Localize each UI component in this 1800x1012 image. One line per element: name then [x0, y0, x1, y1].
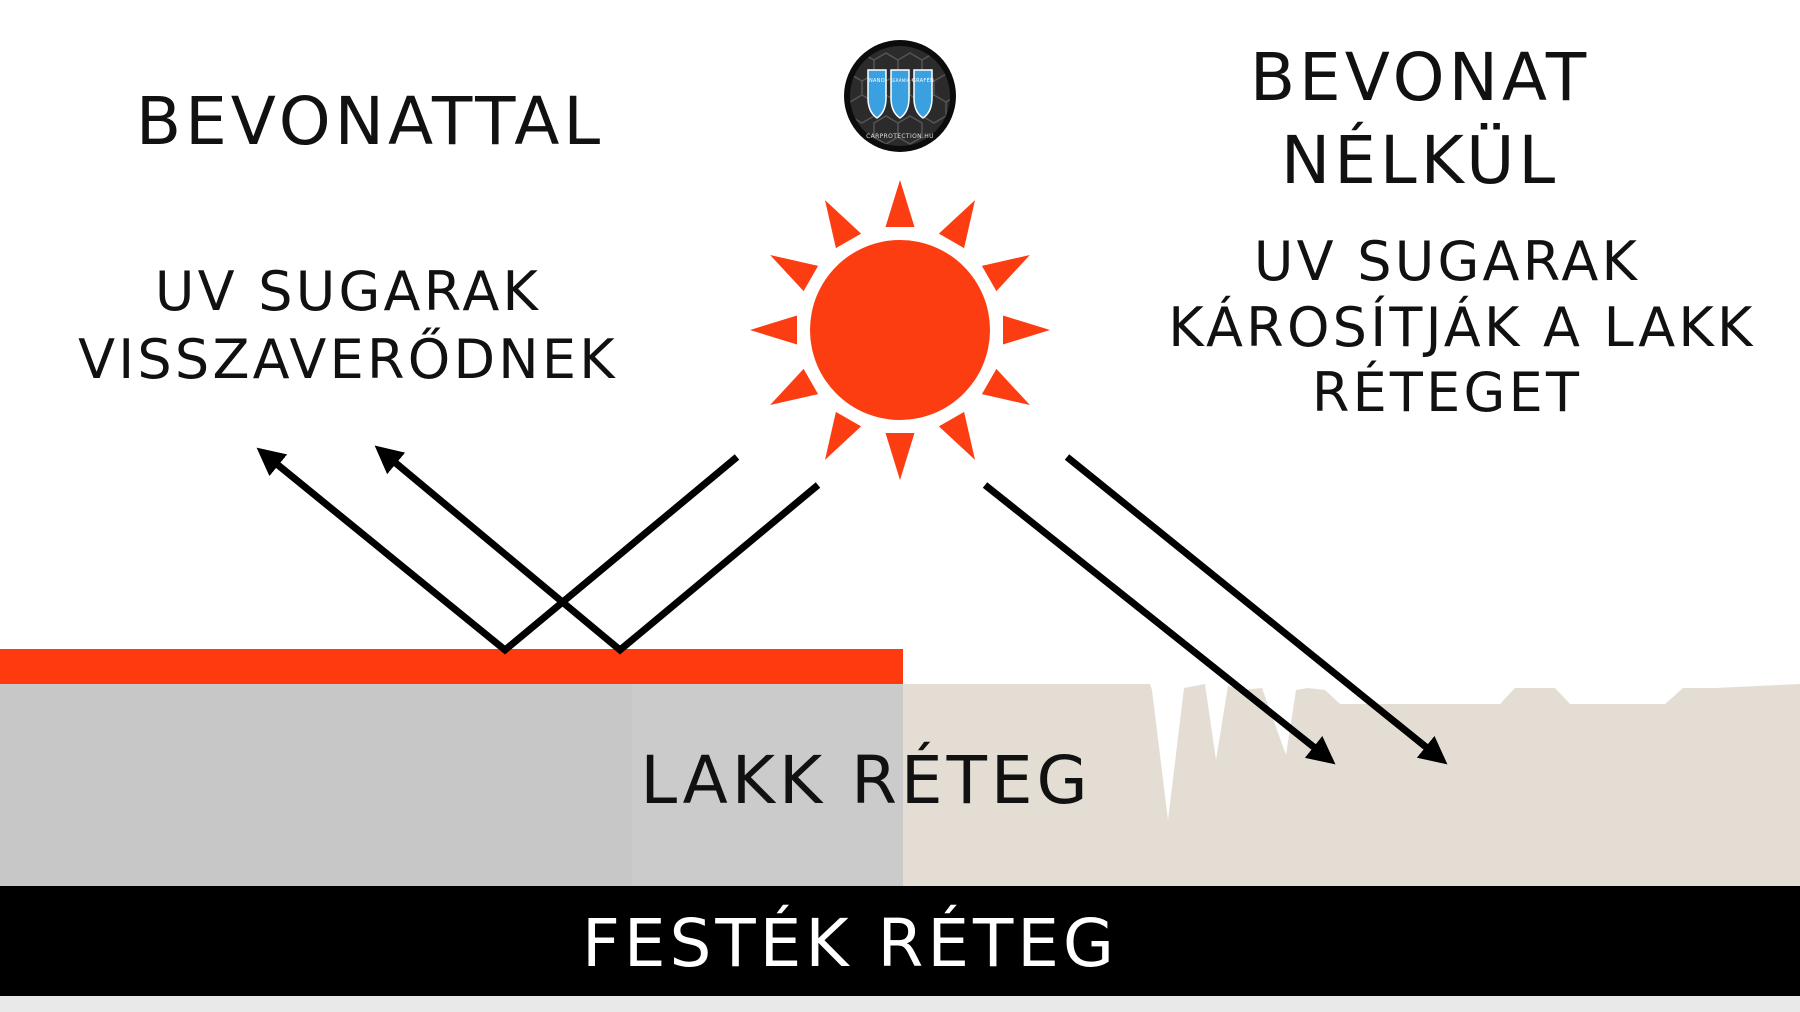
sun-ray	[1003, 315, 1050, 345]
paint-layer-label: FESTÉK RÉTEG	[582, 904, 1118, 982]
penetrating-ray-2	[1064, 454, 1448, 765]
sun-ray	[981, 368, 1030, 405]
reflected-ray-1	[256, 447, 740, 655]
paint-layer	[0, 886, 1800, 996]
clear-coat-label: LAKK RÉTEG	[640, 741, 1091, 819]
logo-shield-word-2: KERÁMIA	[890, 78, 910, 83]
logo-shield-word-1: NANO	[869, 78, 885, 84]
sun-ray	[750, 315, 797, 345]
right-caption-line-2: KÁROSÍTJÁK A LAKK	[1168, 296, 1755, 359]
sun-ray	[770, 255, 819, 292]
logo-ring-text: CARPROTECTION.HU	[866, 133, 934, 140]
sun-icon	[750, 180, 1050, 480]
sun-ray	[981, 255, 1030, 292]
sun-ray	[938, 411, 975, 460]
right-title-line-1: BEVONAT	[1250, 39, 1590, 116]
coating-layer	[0, 649, 903, 684]
bottom-strip	[0, 996, 1800, 1012]
shield-logo-icon: NANO KERÁMIA GRAFÉN CARPROTECTION.HU	[844, 40, 956, 152]
right-caption-line-3: RÉTEGET	[1312, 361, 1582, 424]
penetrating-ray-1	[982, 482, 1336, 765]
left-title: BEVONATTAL	[136, 83, 604, 160]
reflected-rays	[256, 445, 821, 655]
logo-shield-word-3: GRAFÉN	[912, 76, 934, 84]
reflected-ray-2	[374, 445, 821, 655]
sun-ray	[885, 433, 915, 480]
sun-ray	[938, 200, 975, 249]
sun-ray	[825, 200, 862, 249]
right-title-line-2: NÉLKÜL	[1281, 121, 1559, 199]
clear-coat-right-damaged	[903, 684, 1800, 886]
left-caption-line-2: VISSZAVERŐDNEK	[78, 328, 618, 391]
penetrating-rays	[982, 454, 1448, 765]
sun-ray	[825, 411, 862, 460]
sun-ray	[885, 180, 915, 227]
sun-ray	[770, 368, 819, 405]
left-caption-line-1: UV SUGARAK	[155, 260, 541, 323]
clear-coat-label-band	[632, 684, 903, 886]
right-caption-line-1: UV SUGARAK	[1254, 230, 1640, 293]
